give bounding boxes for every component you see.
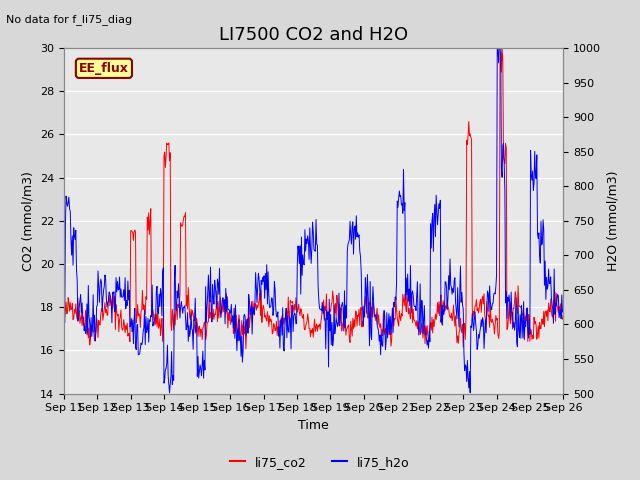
li75_co2 <box>60 312 68 317</box>
li75_co2 <box>389 310 397 316</box>
Y-axis label: CO2 (mmol/m3): CO2 (mmol/m3) <box>22 171 35 271</box>
li75_co2 <box>499 45 506 51</box>
Legend: li75_co2, li75_h2o: li75_co2, li75_h2o <box>225 451 415 474</box>
li75_co2 <box>172 322 179 328</box>
Line: li75_h2o: li75_h2o <box>64 48 563 393</box>
Y-axis label: H2O (mmol/m3): H2O (mmol/m3) <box>607 170 620 271</box>
li75_h2o <box>389 330 397 336</box>
li75_h2o <box>60 294 68 300</box>
li75_h2o <box>69 263 77 268</box>
li75_h2o <box>198 362 206 368</box>
li75_h2o <box>559 308 567 313</box>
li75_co2 <box>69 317 77 323</box>
li75_co2 <box>559 315 567 321</box>
li75_co2 <box>374 312 382 318</box>
X-axis label: Time: Time <box>298 419 329 432</box>
li75_h2o <box>166 390 173 396</box>
li75_co2 <box>120 322 128 328</box>
li75_h2o <box>374 328 382 334</box>
li75_h2o <box>172 306 180 312</box>
Text: No data for f_li75_diag: No data for f_li75_diag <box>6 14 132 25</box>
Title: LI7500 CO2 and H2O: LI7500 CO2 and H2O <box>219 25 408 44</box>
li75_co2 <box>242 346 250 352</box>
li75_co2 <box>198 327 205 333</box>
li75_h2o <box>493 45 501 51</box>
li75_h2o <box>120 298 128 303</box>
Text: EE_flux: EE_flux <box>79 62 129 75</box>
Line: li75_co2: li75_co2 <box>64 48 563 349</box>
